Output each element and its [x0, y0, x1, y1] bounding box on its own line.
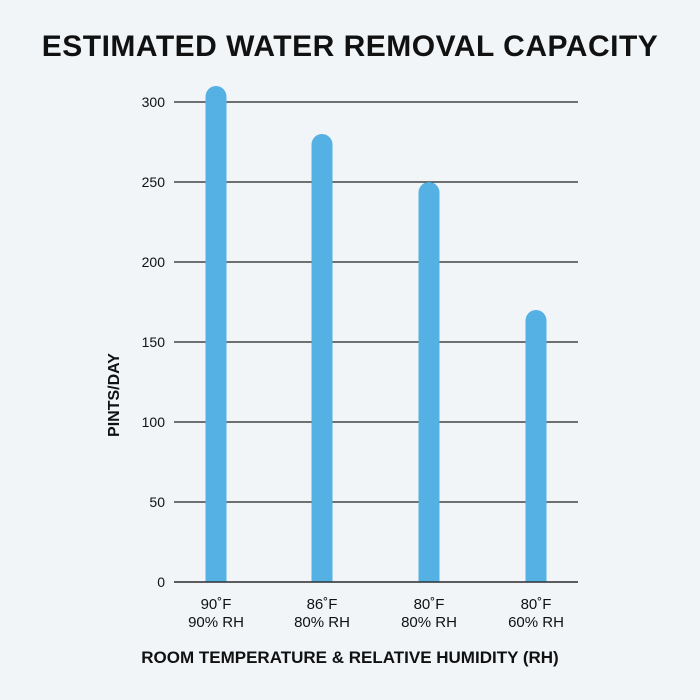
x-tick-label: 86˚F 80% RH: [272, 596, 372, 632]
y-tick-label: 200: [142, 254, 166, 270]
chart-title: ESTIMATED WATER REMOVAL CAPACITY: [41, 30, 659, 63]
bar: [311, 134, 333, 582]
bar: [418, 182, 440, 582]
y-tick-label: 300: [142, 94, 166, 110]
bar: [525, 310, 547, 582]
category-temp: 86˚F: [306, 596, 338, 613]
x-axis-label: ROOM TEMPERATURE & RELATIVE HUMIDITY (RH…: [141, 648, 559, 667]
category-rh: 80% RH: [401, 614, 457, 631]
y-tick-label: 50: [149, 494, 165, 510]
y-tick-label: 250: [142, 174, 166, 190]
y-tick-label: 150: [142, 334, 166, 350]
x-tick-label: 80˚F 60% RH: [486, 596, 586, 632]
category-temp: 80˚F: [520, 596, 552, 613]
category-rh: 80% RH: [294, 614, 350, 631]
category-rh: 90% RH: [188, 614, 244, 631]
bar: [205, 86, 227, 582]
category-temp: 90˚F: [200, 596, 232, 613]
y-tick-label: 100: [142, 414, 166, 430]
category-rh: 60% RH: [508, 614, 564, 631]
y-tick-label: 0: [157, 574, 165, 590]
category-temp: 80˚F: [413, 596, 445, 613]
x-tick-label: 90˚F 90% RH: [166, 596, 266, 632]
x-tick-label: 80˚F 80% RH: [379, 596, 479, 632]
